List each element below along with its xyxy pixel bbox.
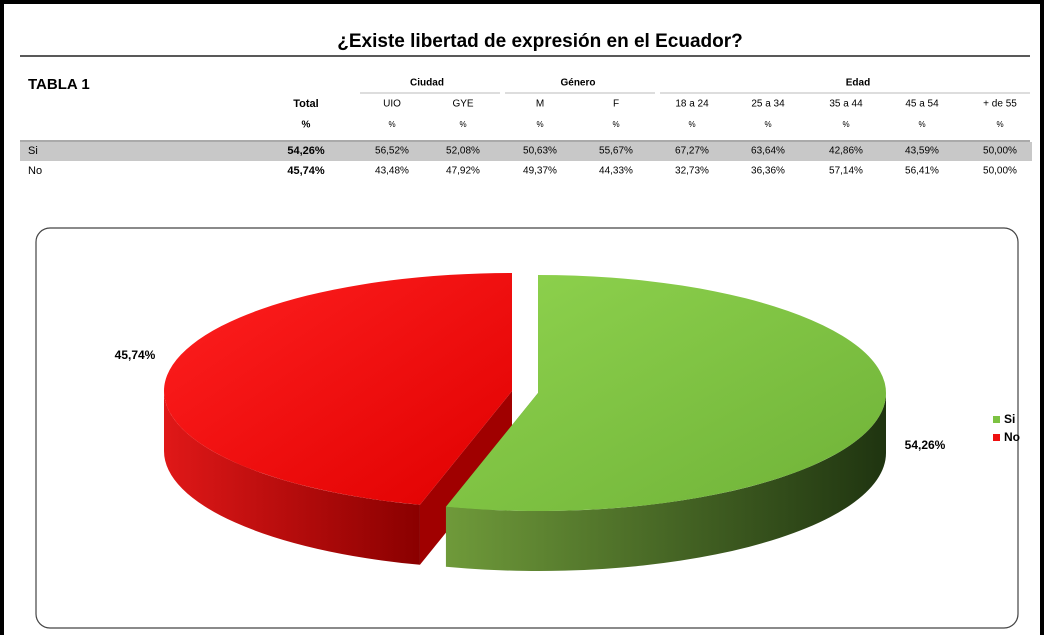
cell: 63,64% — [751, 146, 785, 157]
cell: 67,27% — [675, 146, 709, 157]
cell: 42,86% — [829, 146, 863, 157]
row-label: No — [28, 165, 42, 177]
cell: 49,37% — [523, 166, 557, 177]
title: ¿Existe libertad de expresión en el Ecua… — [337, 31, 742, 52]
unit: % — [536, 120, 543, 129]
unit: % — [612, 120, 619, 129]
cell: 56,52% — [375, 146, 409, 157]
column-header: 35 a 44 — [829, 99, 863, 110]
cell: 36,36% — [751, 166, 785, 177]
unit: % — [918, 120, 925, 129]
cell: 44,33% — [599, 166, 633, 177]
unit: % — [996, 120, 1003, 129]
unit: % — [388, 120, 395, 129]
cell: 43,48% — [375, 166, 409, 177]
data-label: 54,26% — [905, 438, 946, 452]
data-label: 45,74% — [115, 348, 156, 362]
column-header: M — [536, 99, 544, 110]
row-highlight — [20, 142, 1032, 161]
cell: 54,26% — [287, 145, 325, 157]
unit: % — [688, 120, 695, 129]
legend-swatch — [993, 434, 1000, 441]
slice-wall — [419, 391, 512, 565]
table-name: TABLA 1 — [28, 76, 90, 93]
group-header: Ciudad — [410, 78, 444, 89]
column-header: 25 a 34 — [751, 99, 785, 110]
cell: 50,63% — [523, 146, 557, 157]
column-header: 45 a 54 — [905, 99, 939, 110]
column-header: UIO — [383, 99, 401, 110]
cell: 50,00% — [983, 166, 1017, 177]
slice — [445, 275, 887, 511]
unit: % — [842, 120, 849, 129]
legend-label: Si — [1004, 412, 1015, 426]
cell: 32,73% — [675, 166, 709, 177]
row-label: Si — [28, 145, 38, 157]
column-header: + de 55 — [983, 99, 1017, 110]
cell: 56,41% — [905, 166, 939, 177]
slice — [163, 273, 512, 505]
cell: 52,08% — [446, 146, 480, 157]
unit: % — [764, 120, 771, 129]
slice-side — [164, 391, 420, 565]
cell: 45,74% — [287, 165, 325, 177]
slice-side — [445, 393, 886, 571]
cell: 43,59% — [905, 146, 939, 157]
unit: % — [459, 120, 466, 129]
cell: 57,14% — [829, 166, 863, 177]
column-header: F — [613, 99, 619, 110]
column-header: GYE — [452, 99, 473, 110]
legend-swatch — [993, 416, 1000, 423]
cell: 55,67% — [599, 146, 633, 157]
cell: 47,92% — [446, 166, 480, 177]
legend-label: No — [1004, 430, 1020, 444]
group-header: Edad — [846, 78, 870, 89]
unit: % — [302, 120, 311, 131]
group-header: Género — [560, 78, 595, 89]
cell: 50,00% — [983, 146, 1017, 157]
column-header: Total — [293, 98, 318, 110]
column-header: 18 a 24 — [675, 99, 709, 110]
